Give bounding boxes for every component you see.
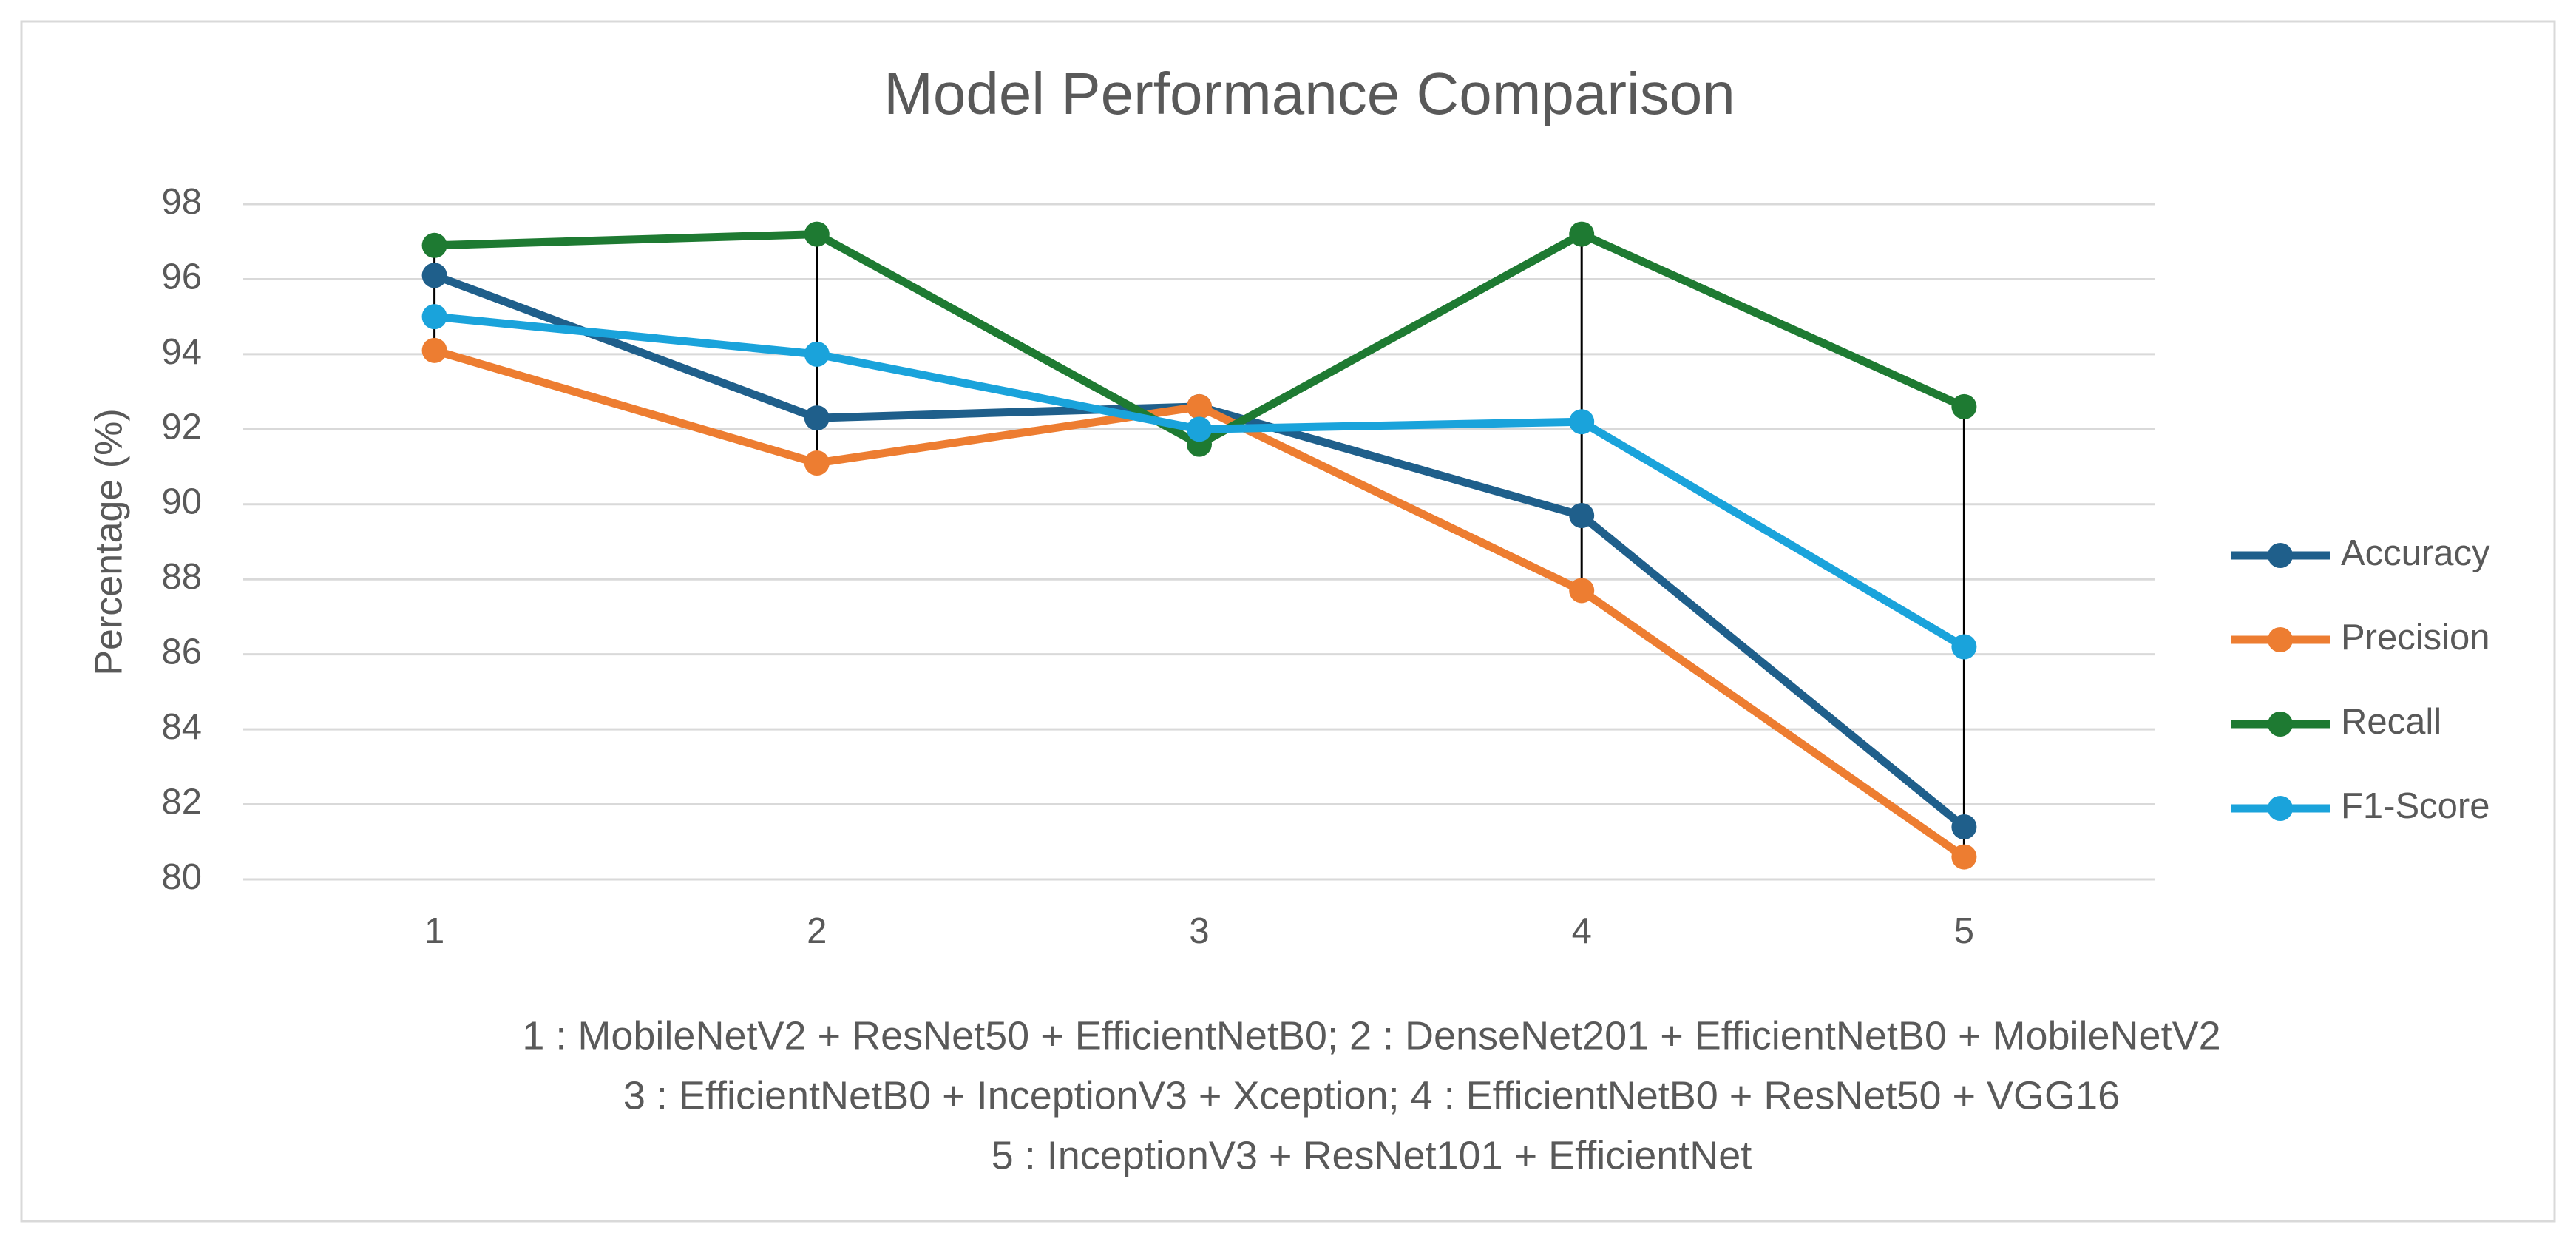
data-point bbox=[421, 232, 447, 258]
footnote: 5 : InceptionV3 + ResNet101 + EfficientN… bbox=[992, 1133, 1752, 1177]
data-point bbox=[1187, 416, 1212, 442]
data-point bbox=[1951, 844, 1977, 870]
legend-label: Recall bbox=[2341, 702, 2441, 742]
y-axis-label: Percentage (%) bbox=[88, 408, 131, 675]
legend-marker bbox=[2268, 712, 2293, 737]
y-tick-label: 94 bbox=[161, 332, 202, 372]
data-point bbox=[421, 263, 447, 288]
chart-border bbox=[20, 20, 2556, 1223]
y-tick-label: 90 bbox=[161, 482, 202, 522]
y-tick-label: 82 bbox=[161, 782, 202, 822]
footnote: 3 : EfficientNetB0 + InceptionV3 + Xcept… bbox=[623, 1073, 2120, 1118]
chart-title: Model Performance Comparison bbox=[884, 61, 1735, 126]
y-tick-label: 96 bbox=[161, 257, 202, 297]
x-tick-label: 5 bbox=[1954, 911, 1974, 951]
data-point bbox=[1569, 578, 1595, 604]
data-point bbox=[804, 341, 830, 367]
footnote: 1 : MobileNetV2 + ResNet50 + EfficientNe… bbox=[522, 1013, 2220, 1058]
y-tick-label: 92 bbox=[161, 407, 202, 447]
legend-label: Accuracy bbox=[2341, 533, 2490, 573]
data-point bbox=[1951, 393, 1977, 419]
x-tick-label: 4 bbox=[1572, 911, 1592, 951]
y-tick-label: 86 bbox=[161, 632, 202, 672]
legend-marker bbox=[2268, 796, 2293, 821]
data-point bbox=[1569, 409, 1595, 435]
x-tick-label: 2 bbox=[807, 911, 827, 951]
data-point bbox=[804, 221, 830, 247]
data-point bbox=[804, 405, 830, 431]
x-tick-label: 3 bbox=[1189, 911, 1209, 951]
y-tick-label: 80 bbox=[161, 857, 202, 897]
legend-marker bbox=[2268, 543, 2293, 568]
data-point bbox=[1951, 814, 1977, 839]
y-tick-label: 98 bbox=[161, 182, 202, 222]
data-point bbox=[804, 450, 830, 476]
data-point bbox=[1569, 502, 1595, 528]
legend-marker bbox=[2268, 627, 2293, 652]
data-point bbox=[421, 304, 447, 330]
legend-label: F1-Score bbox=[2341, 786, 2490, 826]
y-tick-label: 84 bbox=[161, 707, 202, 747]
data-point bbox=[421, 337, 447, 363]
data-point bbox=[1569, 221, 1595, 247]
data-point bbox=[1951, 634, 1977, 660]
x-tick-label: 1 bbox=[424, 911, 444, 951]
data-point bbox=[1187, 393, 1212, 419]
legend-label: Precision bbox=[2341, 618, 2490, 658]
y-tick-label: 88 bbox=[161, 557, 202, 597]
